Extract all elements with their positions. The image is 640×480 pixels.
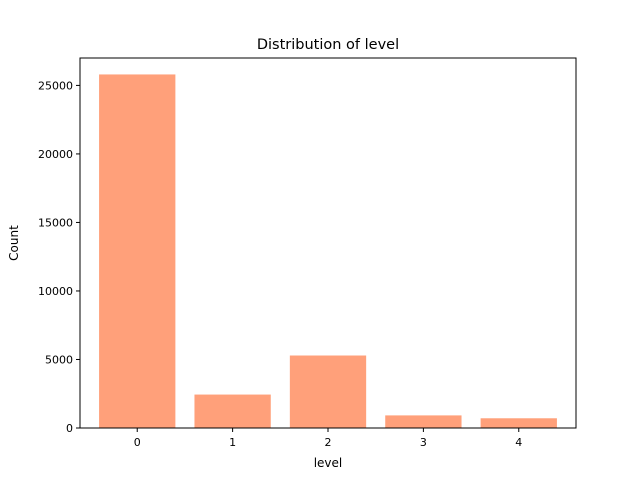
bar-3 xyxy=(385,415,462,428)
y-tick-label: 10000 xyxy=(38,285,73,298)
x-tick-label: 0 xyxy=(134,436,141,449)
y-axis-label: Count xyxy=(7,225,21,261)
y-tick-label: 0 xyxy=(66,422,73,435)
bars-group xyxy=(99,74,557,428)
y-tick-label: 20000 xyxy=(38,148,73,161)
bar-1 xyxy=(194,394,271,428)
y-tick-label: 25000 xyxy=(38,79,73,92)
bar-4 xyxy=(480,418,557,428)
chart-title: Distribution of level xyxy=(257,37,399,53)
x-tick-label: 3 xyxy=(420,436,427,449)
plot-frame xyxy=(79,57,577,429)
x-axis-label: level xyxy=(314,456,343,470)
y-axis-ticks: 0 5000 10000 15000 20000 25000 xyxy=(38,79,80,435)
bar-0 xyxy=(99,74,176,428)
y-tick-label: 15000 xyxy=(38,216,73,229)
x-tick-label: 1 xyxy=(229,436,236,449)
x-tick-label: 4 xyxy=(515,436,522,449)
x-tick-label: 2 xyxy=(325,436,332,449)
x-axis-ticks: 0 1 2 3 4 xyxy=(134,428,522,449)
bar-2 xyxy=(289,355,367,428)
y-tick-label: 5000 xyxy=(45,353,73,366)
